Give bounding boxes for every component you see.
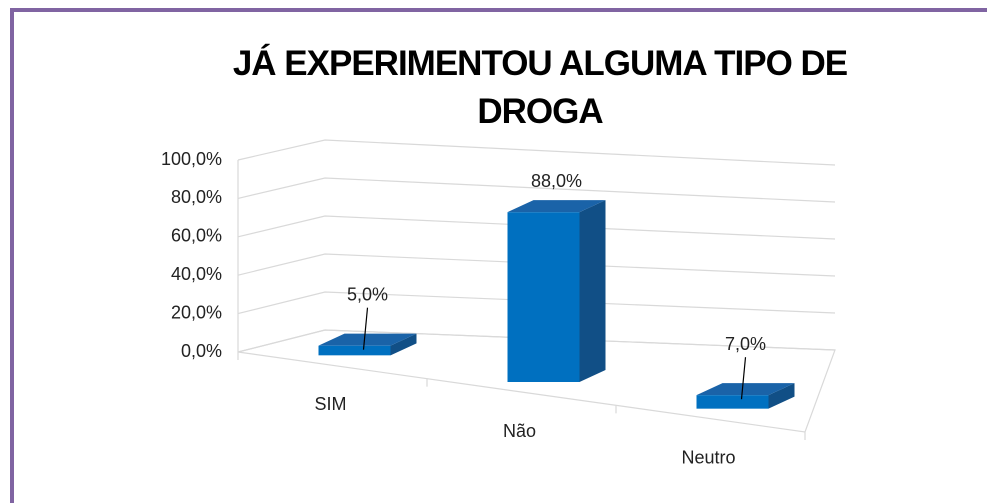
frame — [10, 8, 987, 503]
y-tick-label: 40,0% — [171, 264, 222, 284]
bar-side — [768, 383, 795, 409]
chart-title: JÁ EXPERIMENTOU ALGUMA TIPO DE DROGA — [232, 44, 848, 131]
bar — [318, 345, 391, 356]
leader-line — [740, 357, 747, 400]
y-tick-label: 0,0% — [181, 341, 222, 361]
bar-top — [507, 200, 606, 213]
grid-line — [237, 291, 836, 315]
grid-line — [237, 215, 836, 240]
y-tick-label: 80,0% — [171, 187, 222, 207]
value-label: 5,0% — [347, 284, 388, 304]
grid-line — [237, 139, 836, 166]
value-label: 7,0% — [725, 334, 766, 354]
y-tick-label: 60,0% — [171, 226, 222, 246]
y-tick-label: 20,0% — [171, 302, 222, 322]
grid-line — [237, 177, 836, 203]
bar — [696, 395, 769, 409]
x-tick-label: Não — [503, 421, 536, 441]
leader-line — [362, 307, 369, 350]
bar-top — [696, 383, 795, 396]
bar-side — [579, 200, 606, 382]
bar-top — [318, 333, 417, 346]
bar — [507, 212, 580, 382]
grid-line — [237, 253, 836, 277]
x-tick-label: SIM — [314, 394, 346, 414]
value-label: 88,0% — [531, 171, 582, 191]
x-tick-label: Neutro — [681, 447, 735, 467]
grid-line — [237, 329, 836, 353]
bar-side — [390, 333, 417, 356]
y-tick-label: 100,0% — [161, 149, 222, 169]
